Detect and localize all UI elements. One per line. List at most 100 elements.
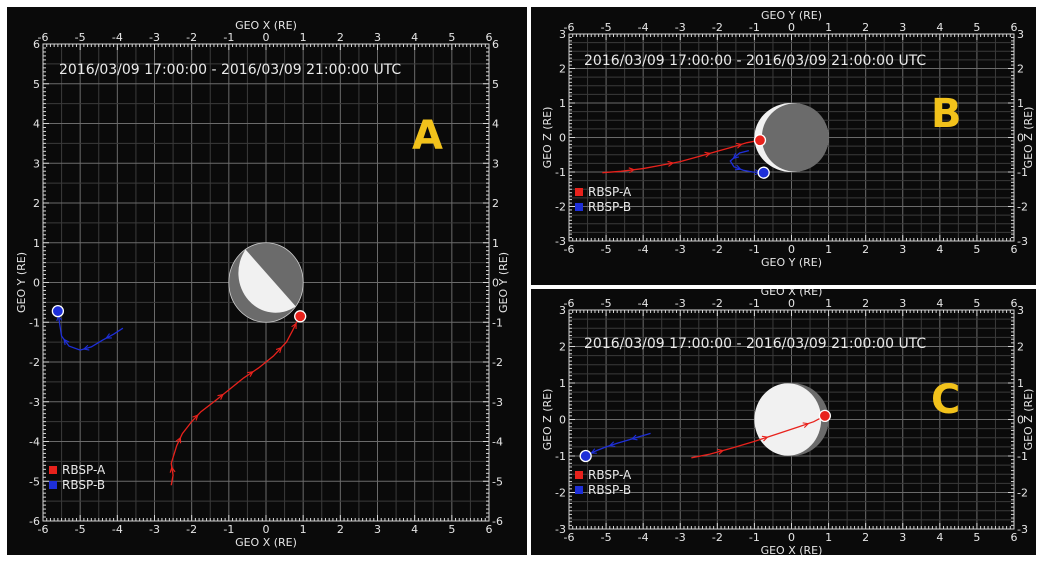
spacecraft-marker-rbsp-a [753,134,767,147]
x-tick-label-bottom: 3 [899,243,906,256]
direction-arrow [169,466,176,473]
x-tick-label-top: 4 [936,297,943,310]
direction-arrow [735,142,743,149]
direction-arrow [630,434,638,441]
x-tick-label-bottom: 0 [263,523,270,536]
y-tick-label-right: 2 [492,197,499,210]
trajectory-rbsp-b [585,432,651,457]
y-tick-label-right: 2 [1017,341,1024,354]
x-axis-label-bottom: GEO Y (RE) [761,256,822,269]
y-tick-label-left: -2 [555,487,566,500]
x-tick-label-bottom: 2 [337,523,344,536]
y-tick-label-right: 2 [1017,63,1024,76]
legend-swatch [49,481,57,489]
direction-arrow [175,436,182,444]
x-tick-label-bottom: 0 [788,531,795,544]
x-tick-label-bottom: -3 [675,243,686,256]
y-tick-label-right: -1 [1017,166,1028,179]
trajectory-rbsp-a [170,315,301,486]
x-tick-label-bottom: 2 [862,243,869,256]
x-tick-label-bottom: -5 [75,523,86,536]
y-tick-label-right: 3 [1017,28,1024,41]
y-tick-label-right: -3 [492,396,503,409]
y-tick-label-right: -5 [492,475,503,488]
y-tick-label-left: 5 [33,78,40,91]
x-tick-label-bottom: 1 [825,531,832,544]
x-tick-label-bottom: 5 [448,523,455,536]
x-tick-label-top: -1 [749,297,760,310]
y-tick-label-left: 0 [559,132,566,145]
tick-marks-c [568,309,1015,530]
legend-swatch [49,466,57,474]
y-tick-label-left: 0 [559,414,566,427]
direction-arrow [291,322,297,330]
time-range-label: 2016/03/09 17:00:00 - 2016/03/09 21:00:0… [584,53,926,69]
orbit-plot-c: -6-6-5-5-4-4-3-3-2-2-1-100112233445566-3… [541,289,1035,555]
x-tick-label-bottom: 3 [374,523,381,536]
y-tick-label-right: 3 [492,157,499,170]
direction-arrow [717,448,725,455]
orbit-panel-a: -6 -6 -5 -5 -4 -4 -3 -3 -2 -2 -1 -1 0 0 1 1 2 2 3 3 4 4 5 5 6 6 -6… [7,7,527,555]
y-tick-label-left: 3 [559,304,566,317]
x-tick-label-top: 4 [411,31,418,44]
x-tick-label-top: -5 [75,31,86,44]
x-tick-label-top: -3 [675,297,686,310]
y-tick-label-right: 5 [492,78,499,91]
x-tick-label-top: -4 [638,297,649,310]
x-axis-label-top: GEO X (RE) [235,19,297,32]
y-tick-label-left: -2 [555,201,566,214]
x-tick-label-bottom: -2 [712,531,723,544]
x-tick-label-top: 6 [1011,21,1018,34]
direction-arrow [704,151,712,158]
earth-day-side [238,249,296,313]
earth-icon [228,242,304,323]
x-tick-label-bottom: 1 [300,523,307,536]
direction-arrow [82,344,90,351]
y-tick-label-right: -1 [492,316,503,329]
direction-arrow [63,338,70,346]
direction-arrow [247,371,254,377]
x-tick-label-top: -5 [601,297,612,310]
legend-label: RBSP-A [588,185,632,199]
y-tick-label-left: 3 [559,28,566,41]
x-tick-label-top: -4 [638,21,649,34]
x-tick-label-top: 2 [862,297,869,310]
direction-arrow [802,422,810,428]
x-tick-label-top: 2 [862,21,869,34]
y-axis-label-left: GEO Z (RE) [541,107,554,169]
x-tick-label-top: 1 [825,21,832,34]
direction-arrow [608,441,616,448]
x-tick-label-top: -5 [601,21,612,34]
y-tick-label-right: -6 [492,515,503,528]
panel-letter: B [931,91,962,137]
y-tick-label-right: -2 [492,356,503,369]
y-tick-label-right: -2 [1017,201,1028,214]
y-axis-label-left: GEO Y (RE) [15,252,28,313]
x-tick-label-top: 4 [936,21,943,34]
x-tick-label-bottom: -5 [601,531,612,544]
y-tick-label-left: -1 [555,450,566,463]
earth-night-side [761,103,829,172]
x-tick-label-top: 0 [788,297,795,310]
earth-icon [754,103,829,172]
x-tick-label-bottom: -2 [712,243,723,256]
x-axis-label-bottom: GEO X (RE) [761,544,823,555]
y-tick-label-right: -4 [492,436,503,449]
y-tick-label-right: 1 [1017,97,1024,110]
x-tick-label-bottom: -3 [675,531,686,544]
trajectory-rbsp-a [602,139,761,174]
x-tick-label-top: -3 [149,31,160,44]
trajectory-rbsp-a [691,415,826,459]
y-tick-label-right: 0 [1017,132,1024,145]
direction-arrow [732,152,739,160]
direction-arrow [275,346,283,354]
y-tick-label-left: -3 [29,396,40,409]
y-tick-label-left: -1 [29,316,40,329]
y-axis-label-right: GEO Y (RE) [497,252,510,313]
y-tick-label-right: 0 [1017,414,1024,427]
x-tick-label-bottom: -1 [749,531,760,544]
x-tick-label-bottom: 6 [1011,243,1018,256]
y-tick-label-right: 6 [492,38,499,51]
time-range-label: 2016/03/09 17:00:00 - 2016/03/09 21:00:0… [584,336,926,352]
